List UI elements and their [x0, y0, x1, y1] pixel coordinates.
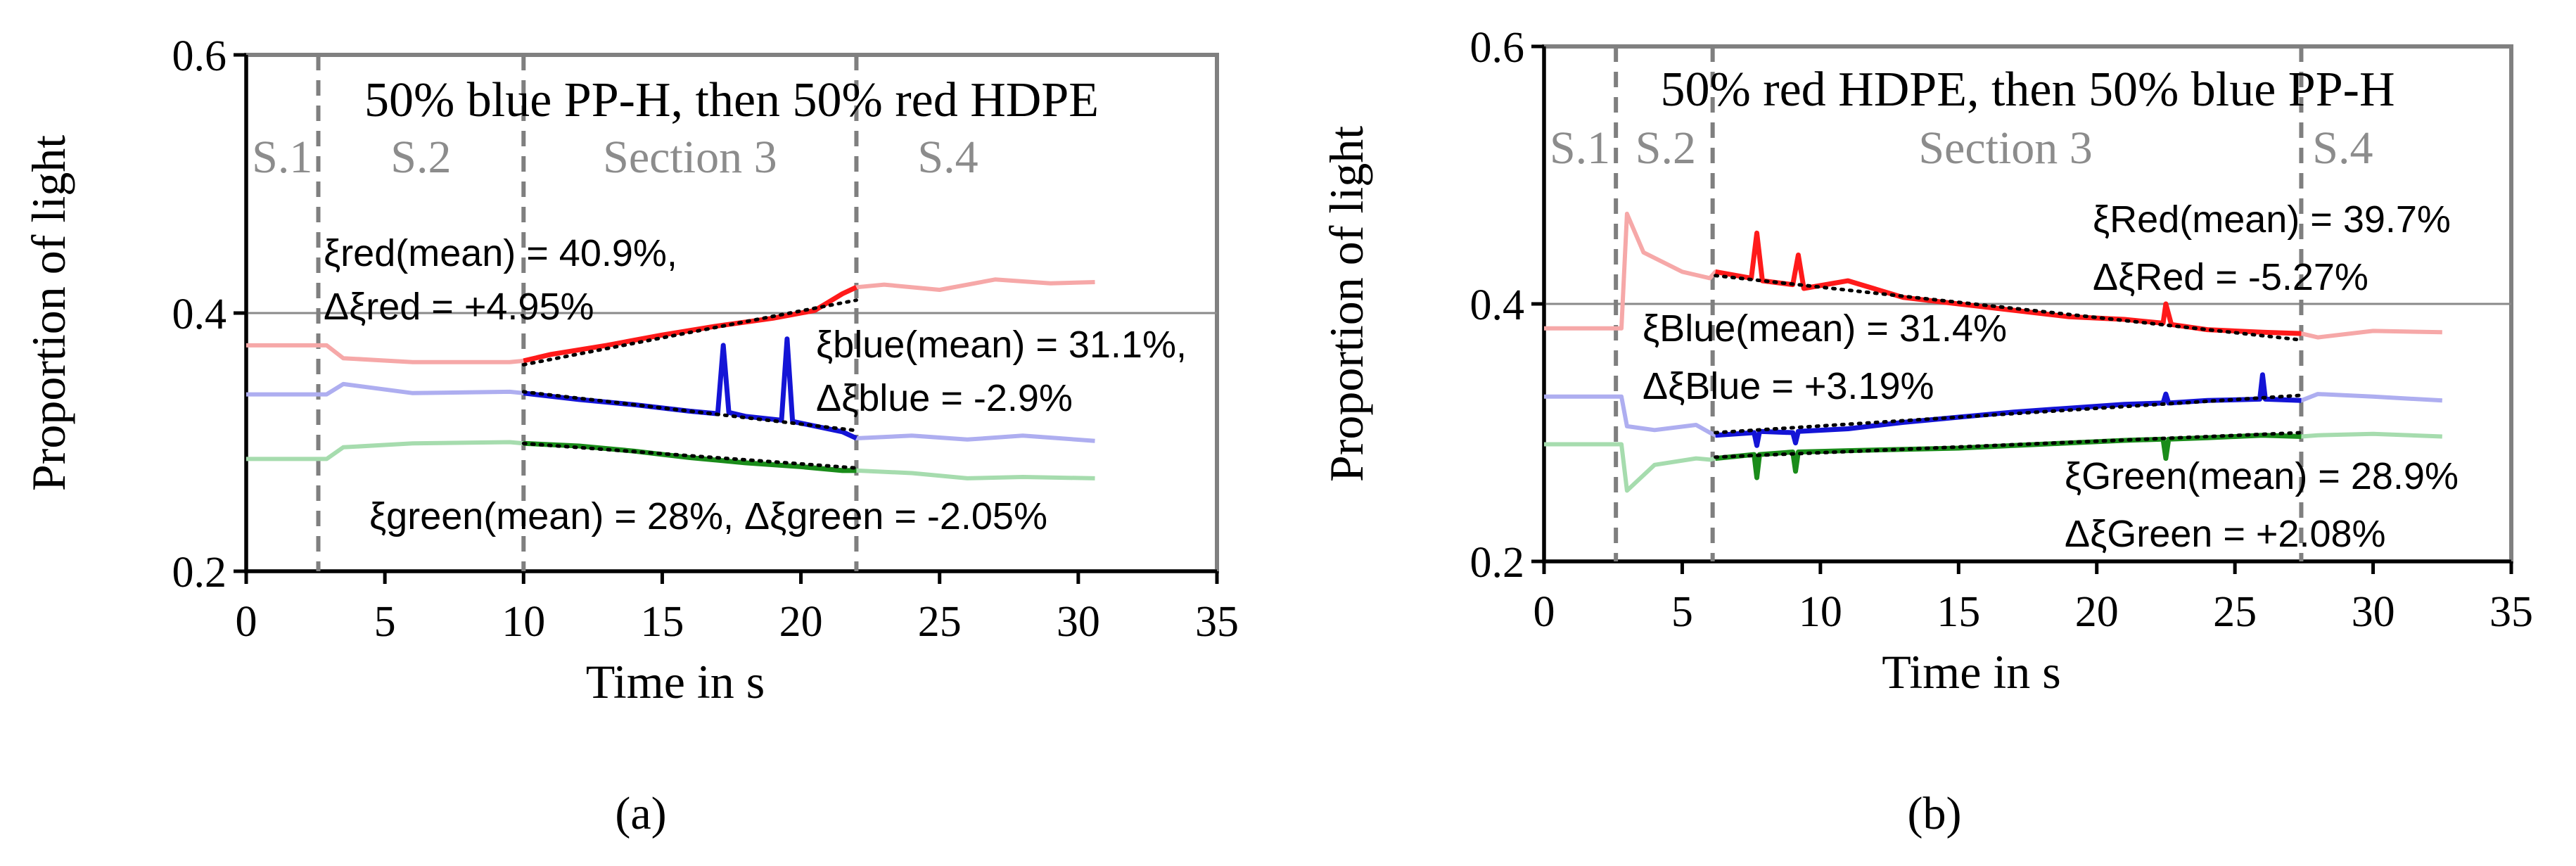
- x-tick-label: 20: [779, 598, 823, 646]
- chart-title: 50% red HDPE, then 50% blue PP-H: [1660, 63, 2395, 117]
- annotation-red: ξRed(mean) = 39.7%: [2093, 198, 2451, 241]
- y-axis-title: Proportion of light: [22, 135, 75, 491]
- x-tick-label: 20: [2075, 588, 2119, 636]
- caption-b: (b): [1908, 788, 1962, 839]
- annotation-blue: Δξblue = -2.9%: [816, 377, 1073, 419]
- x-tick-label: 30: [2352, 588, 2395, 636]
- trendline-blue-trend: [1714, 393, 2303, 435]
- series-line-green-faint: [246, 440, 1095, 480]
- x-axis-title: Time in s: [1882, 645, 2060, 699]
- section-label: S.4: [2312, 122, 2373, 174]
- y-tick-label: 0.2: [172, 549, 227, 597]
- x-tick-label: 25: [918, 598, 962, 646]
- annotation-red: ΔξRed = -5.27%: [2093, 256, 2368, 298]
- section-label: S.2: [390, 132, 451, 183]
- chart-panel-b: 0.2 0.4 0.6 0 5 10 15 20 25 30 35 Time in s Proporti…: [1320, 24, 2533, 699]
- section-label: Section 3: [1918, 122, 2092, 174]
- x-tick-label: 0: [236, 598, 257, 646]
- trendline-green-trend: [521, 441, 858, 470]
- chart-panel-a: 0.2 0.4 0.6 0 5 10 15 20 25 30 35 Time in s Proporti…: [22, 32, 1239, 708]
- y-axis-title: Proportion of light: [1320, 126, 1373, 482]
- x-tick-label: 30: [1057, 598, 1100, 646]
- annotation-green: ξgreen(mean) = 28%, Δξgreen = -2.05%: [369, 495, 1047, 537]
- annotation-red: Δξred = +4.95%: [324, 286, 594, 328]
- annotation-blue: ΔξBlue = +3.19%: [1643, 365, 1934, 407]
- section-label: S.2: [1635, 122, 1696, 174]
- section-label: Section 3: [603, 132, 777, 183]
- y-tick-label: 0.4: [1470, 281, 1525, 329]
- series-line-blue: [1715, 372, 2302, 448]
- x-tick-label: 15: [640, 598, 684, 646]
- annotation-blue: ξblue(mean) = 31.1%,: [816, 324, 1187, 366]
- x-axis-title: Time in s: [586, 655, 765, 708]
- x-tick-label: 5: [1671, 588, 1693, 636]
- trendline-red-trend: [521, 298, 858, 367]
- y-tick-label: 0.6: [172, 32, 227, 80]
- x-tick-label: 15: [1937, 588, 1980, 636]
- x-tick-label: 25: [2213, 588, 2257, 636]
- annotation-green: ΔξGreen = +2.08%: [2065, 513, 2386, 555]
- y-tick-label: 0.2: [1470, 539, 1525, 587]
- x-tick-label: 5: [374, 598, 396, 646]
- series-line-red: [523, 285, 857, 364]
- x-tick-label: 35: [1195, 598, 1239, 646]
- section-label: S.4: [917, 132, 978, 183]
- section-label: S.1: [252, 132, 312, 183]
- x-tick-label: 10: [502, 598, 545, 646]
- x-tick-label: 0: [1534, 588, 1555, 636]
- chart-title: 50% blue PP-H, then 50% red HDPE: [364, 73, 1099, 127]
- x-tick-label: 10: [1799, 588, 1842, 636]
- annotation-green: ξGreen(mean) = 28.9%: [2065, 455, 2459, 497]
- annotation-red: ξred(mean) = 40.9%,: [324, 232, 677, 274]
- caption-a: (a): [615, 788, 666, 839]
- y-tick-label: 0.4: [172, 291, 227, 338]
- x-tick-label: 35: [2489, 588, 2533, 636]
- trendline-blue-trend: [521, 390, 858, 433]
- y-tick-label: 0.6: [1470, 24, 1525, 72]
- trendline-green-trend: [1714, 431, 2303, 459]
- series-line-green: [523, 440, 857, 473]
- trendline-red-trend: [1714, 274, 2303, 342]
- section-label: S.1: [1550, 122, 1610, 174]
- annotation-blue: ξBlue(mean) = 31.4%: [1643, 307, 2007, 350]
